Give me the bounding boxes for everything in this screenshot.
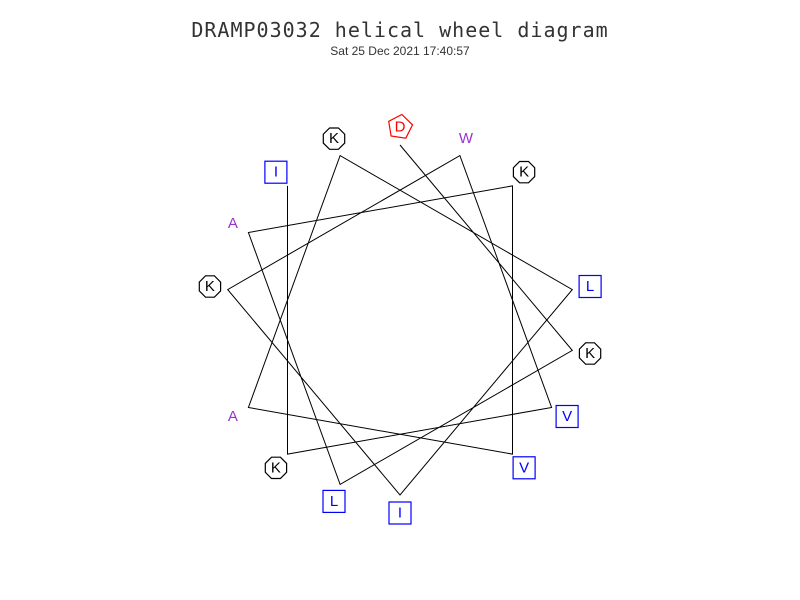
residue-marker: K xyxy=(323,128,344,149)
residue-label: I xyxy=(274,164,278,181)
residue-label: K xyxy=(329,130,339,147)
residue-marker: A xyxy=(228,408,238,425)
residue-label: V xyxy=(519,459,529,476)
residue-marker: K xyxy=(513,162,534,183)
residue-marker: K xyxy=(199,276,220,297)
residue-marker: I xyxy=(265,161,287,183)
residue-label: V xyxy=(562,408,572,425)
wheel-polyline xyxy=(228,145,573,495)
residue-marker: L xyxy=(579,276,601,298)
residue-label: L xyxy=(586,278,594,295)
residue-marker: W xyxy=(459,130,474,147)
residue-label: K xyxy=(205,278,215,295)
residue-label: K xyxy=(271,459,281,476)
residue-marker: A xyxy=(228,215,238,232)
helical-wheel-svg: D K L A K V A K L I K W V K I xyxy=(0,0,800,600)
residue-label: I xyxy=(398,505,402,522)
residue-marker: D xyxy=(389,115,413,139)
residue-label: A xyxy=(228,215,238,232)
residue-marker: I xyxy=(389,502,411,524)
residue-label: D xyxy=(395,119,406,136)
residue-label: K xyxy=(585,345,595,362)
residue-label: L xyxy=(330,493,338,510)
residue-marker: V xyxy=(556,406,578,428)
residue-marker: V xyxy=(513,457,535,479)
residue-label: W xyxy=(459,130,474,147)
residue-marker: L xyxy=(323,490,345,512)
residue-marker: K xyxy=(265,457,286,478)
residue-marker: K xyxy=(579,343,600,364)
diagram-container: DRAMP03032 helical wheel diagram Sat 25 … xyxy=(0,0,800,600)
residue-label: K xyxy=(519,164,529,181)
residue-label: A xyxy=(228,408,238,425)
